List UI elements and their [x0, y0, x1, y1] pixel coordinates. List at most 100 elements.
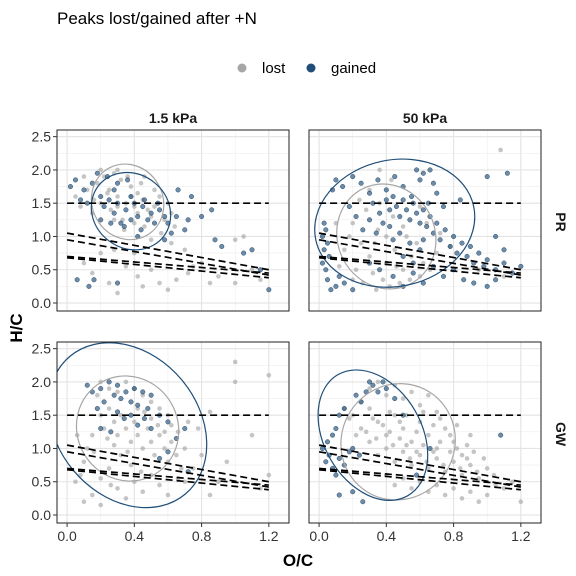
data-point-lost [350, 220, 356, 226]
data-point-lost [140, 284, 146, 289]
data-point-gained [128, 217, 134, 223]
data-point-lost [481, 456, 487, 461]
data-point-gained [353, 214, 359, 220]
reference-line-1 [66, 444, 269, 483]
data-point-lost [373, 287, 379, 293]
data-point-lost [81, 459, 87, 465]
data-point-gained [392, 396, 398, 402]
data-point-lost [442, 426, 448, 431]
data-point-lost [367, 254, 372, 259]
data-point-lost [140, 489, 146, 495]
data-point-lost [392, 412, 398, 418]
data-point-lost [169, 240, 174, 246]
facet-panels: 0.00.51.01.52.02.50.00.51.01.52.02.50.0 0… [32, 129, 542, 544]
y-tick-label: 0.5 [32, 474, 52, 490]
data-point-lost [384, 432, 389, 438]
data-point-lost [414, 429, 419, 435]
data-point-lost [185, 270, 191, 276]
data-point-lost [468, 432, 473, 438]
facet-strip-col1: 1.5 kPa [149, 110, 197, 126]
data-point-lost [367, 439, 372, 445]
data-point-gained [493, 277, 499, 283]
data-point-gained [98, 217, 104, 223]
data-point-lost [387, 409, 392, 415]
data-point-lost [152, 187, 157, 193]
data-point-lost [458, 466, 463, 471]
data-point-gained [427, 167, 433, 173]
data-point-lost [249, 267, 255, 273]
data-point-lost [169, 210, 174, 216]
data-point-gained [266, 287, 272, 293]
data-point-lost [199, 452, 204, 458]
confidence-ellipse-lost [75, 375, 180, 482]
data-point-lost [471, 449, 477, 455]
data-point-gained [341, 280, 347, 286]
data-point-lost [370, 416, 376, 421]
y-tick-label: 1.0 [32, 228, 52, 244]
data-point-gained [346, 449, 352, 455]
data-point-lost [387, 284, 392, 289]
data-point-lost [518, 499, 524, 505]
data-point-gained [115, 180, 121, 186]
data-point-gained [437, 237, 443, 243]
data-point-gained [461, 277, 467, 283]
data-point-lost [157, 280, 162, 286]
data-point-lost [106, 386, 112, 391]
legend: lost gained [237, 60, 376, 77]
data-point-lost [258, 277, 263, 283]
data-point-lost [81, 174, 87, 179]
data-point-gained [94, 406, 100, 412]
data-point-lost [108, 482, 114, 488]
data-point-gained [410, 270, 416, 276]
data-point-lost [81, 260, 87, 266]
data-point-gained [442, 227, 448, 233]
data-point-lost [342, 247, 347, 253]
data-point-gained [518, 263, 524, 269]
data-point-lost [95, 180, 100, 186]
data-point-lost [468, 462, 473, 468]
data-point-gained [400, 253, 406, 259]
data-point-lost [78, 204, 83, 209]
data-point-lost [118, 177, 124, 183]
data-point-lost [118, 452, 124, 458]
data-point-lost [498, 147, 503, 153]
data-point-gained [498, 432, 504, 438]
data-point-lost [172, 224, 177, 229]
data-point-gained [72, 177, 78, 183]
data-point-lost [426, 432, 431, 438]
data-point-gained [350, 174, 356, 180]
panel-content [66, 163, 272, 296]
facet-strip-row2: GW [553, 422, 569, 447]
confidence-ellipse-lost [90, 163, 165, 241]
reference-line-1 [66, 232, 269, 271]
y-tick-label: 1.0 [32, 440, 52, 456]
facet-strip-col2: 50 kPa [403, 110, 448, 126]
data-point-lost [417, 274, 423, 279]
data-point-lost [476, 499, 482, 505]
y-tick-label: 0.5 [32, 262, 52, 278]
data-point-gained [111, 392, 117, 398]
data-point-lost [434, 456, 440, 461]
data-point-lost [158, 230, 164, 236]
data-point-gained [328, 287, 334, 293]
data-point-lost [152, 452, 157, 458]
data-point-lost [484, 466, 490, 471]
data-point-lost [426, 466, 431, 471]
data-point-lost [232, 379, 238, 385]
data-point-lost [169, 439, 174, 445]
facet-panel-2: 0.0 0.5 1.0 1.5 2.0 2.5 0.0 0.4 0.8 1.2 [32, 341, 290, 544]
data-point-lost [148, 399, 154, 405]
data-point-gained [430, 180, 436, 186]
data-point-lost [105, 436, 110, 441]
y-tick-label: 1.5 [32, 407, 52, 423]
data-point-gained [375, 177, 381, 183]
data-point-lost [407, 277, 413, 283]
confidence-ellipse-gained [90, 171, 172, 251]
data-point-lost [392, 482, 398, 488]
data-point-gained [148, 210, 154, 216]
data-point-lost [90, 492, 95, 498]
y-tick-label: 0.0 [32, 507, 52, 523]
data-point-lost [152, 204, 157, 209]
data-point-gained [128, 399, 134, 405]
data-point-lost [142, 409, 147, 415]
